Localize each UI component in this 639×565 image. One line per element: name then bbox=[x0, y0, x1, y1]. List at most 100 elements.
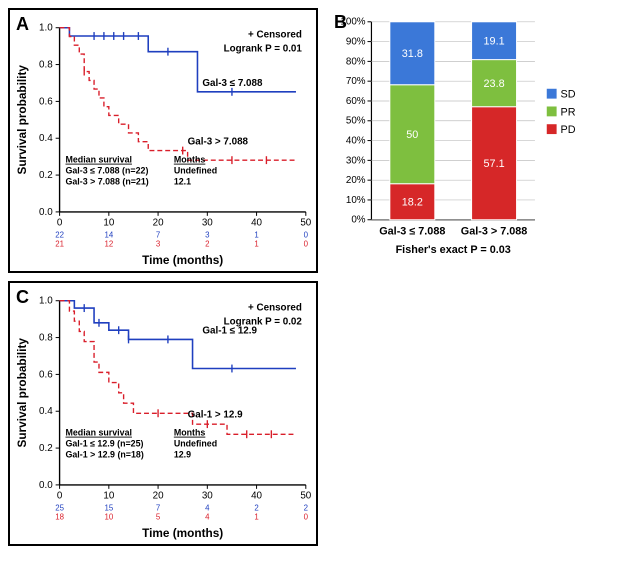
svg-text:21: 21 bbox=[55, 239, 64, 248]
svg-text:0: 0 bbox=[304, 239, 309, 248]
svg-text:40%: 40% bbox=[346, 136, 366, 147]
svg-text:Months: Months bbox=[174, 155, 206, 165]
svg-text:4: 4 bbox=[205, 512, 210, 521]
svg-text:20: 20 bbox=[153, 491, 164, 502]
svg-text:1: 1 bbox=[254, 512, 258, 521]
svg-text:18: 18 bbox=[55, 512, 64, 521]
svg-text:0: 0 bbox=[57, 218, 63, 229]
svg-text:50%: 50% bbox=[346, 116, 366, 127]
svg-text:60%: 60% bbox=[346, 96, 366, 107]
svg-text:PD: PD bbox=[561, 124, 576, 136]
svg-text:25: 25 bbox=[55, 504, 64, 513]
panel-c-label: C bbox=[16, 287, 29, 308]
svg-text:31.8: 31.8 bbox=[402, 48, 423, 60]
svg-text:0.2: 0.2 bbox=[39, 170, 53, 181]
svg-text:0.8: 0.8 bbox=[39, 333, 53, 344]
svg-text:0: 0 bbox=[304, 512, 309, 521]
svg-text:Time (months): Time (months) bbox=[142, 253, 223, 267]
svg-text:PR: PR bbox=[561, 106, 576, 118]
svg-text:0.8: 0.8 bbox=[39, 60, 53, 71]
svg-text:10: 10 bbox=[103, 491, 114, 502]
svg-text:3: 3 bbox=[156, 239, 161, 248]
svg-text:30: 30 bbox=[202, 491, 213, 502]
panel-c-svg: 0.00.20.40.60.81.001020304050Survival pr… bbox=[10, 283, 316, 544]
panel-a-svg: 0.00.20.40.60.81.001020304050Survival pr… bbox=[10, 10, 316, 271]
svg-text:30%: 30% bbox=[346, 155, 366, 166]
panel-b: B 0%10%20%30%40%50%60%70%80%90%100%18.25… bbox=[328, 8, 608, 273]
svg-text:Undefined: Undefined bbox=[174, 165, 217, 175]
svg-text:2: 2 bbox=[254, 504, 258, 513]
svg-text:Gal-3 ≤ 7.088 (n=22): Gal-3 ≤ 7.088 (n=22) bbox=[65, 165, 148, 175]
svg-text:18.2: 18.2 bbox=[402, 197, 423, 209]
svg-text:0%: 0% bbox=[351, 215, 365, 226]
svg-text:70%: 70% bbox=[346, 76, 366, 87]
svg-text:Gal-1 > 12.9 (n=18): Gal-1 > 12.9 (n=18) bbox=[65, 449, 143, 459]
svg-text:10: 10 bbox=[104, 512, 113, 521]
panel-a: A 0.00.20.40.60.81.001020304050Survival … bbox=[8, 8, 318, 273]
svg-text:0.0: 0.0 bbox=[39, 480, 53, 491]
svg-text:12.9: 12.9 bbox=[174, 449, 191, 459]
svg-text:0.2: 0.2 bbox=[39, 443, 53, 454]
svg-text:1.0: 1.0 bbox=[39, 296, 53, 307]
svg-text:0.4: 0.4 bbox=[39, 133, 53, 144]
figure-grid: A 0.00.20.40.60.81.001020304050Survival … bbox=[8, 8, 631, 546]
svg-text:10: 10 bbox=[103, 218, 114, 229]
panel-a-label: A bbox=[16, 14, 29, 35]
svg-text:Survival probability: Survival probability bbox=[15, 65, 29, 175]
svg-text:57.1: 57.1 bbox=[484, 158, 505, 170]
svg-text:4: 4 bbox=[205, 504, 210, 513]
svg-text:19.1: 19.1 bbox=[484, 36, 505, 48]
svg-text:Median survival: Median survival bbox=[65, 428, 131, 438]
svg-text:0: 0 bbox=[57, 491, 63, 502]
panel-b-svg: 0%10%20%30%40%50%60%70%80%90%100%18.2503… bbox=[328, 8, 604, 269]
svg-text:Logrank P = 0.01: Logrank P = 0.01 bbox=[224, 43, 303, 54]
svg-text:Gal-3 ≤ 7.088: Gal-3 ≤ 7.088 bbox=[379, 226, 445, 238]
svg-text:0.6: 0.6 bbox=[39, 96, 53, 107]
svg-text:3: 3 bbox=[205, 231, 210, 240]
svg-text:Gal-1 > 12.9: Gal-1 > 12.9 bbox=[188, 410, 243, 421]
svg-text:1.0: 1.0 bbox=[39, 23, 53, 34]
svg-text:Gal-3 > 7.088 (n=21): Gal-3 > 7.088 (n=21) bbox=[65, 176, 148, 186]
svg-text:Survival probability: Survival probability bbox=[15, 338, 29, 448]
svg-text:Months: Months bbox=[174, 428, 206, 438]
panel-b-label: B bbox=[334, 12, 347, 33]
svg-text:50: 50 bbox=[406, 129, 418, 141]
svg-text:50: 50 bbox=[300, 218, 311, 229]
svg-text:15: 15 bbox=[104, 504, 113, 513]
svg-text:80%: 80% bbox=[346, 56, 366, 67]
svg-text:0.4: 0.4 bbox=[39, 406, 53, 417]
svg-text:90%: 90% bbox=[346, 37, 366, 48]
svg-text:Gal-1 ≤ 12.9 (n=25): Gal-1 ≤ 12.9 (n=25) bbox=[65, 438, 143, 448]
svg-text:7: 7 bbox=[156, 231, 160, 240]
svg-text:+ Censored: + Censored bbox=[248, 303, 302, 314]
svg-text:1: 1 bbox=[254, 231, 258, 240]
svg-text:20%: 20% bbox=[346, 175, 366, 186]
svg-text:1: 1 bbox=[254, 239, 258, 248]
svg-text:SD: SD bbox=[561, 89, 576, 101]
svg-text:Median survival: Median survival bbox=[65, 155, 131, 165]
svg-text:Gal-3 ≤ 7.088: Gal-3 ≤ 7.088 bbox=[202, 78, 263, 89]
svg-text:Time (months): Time (months) bbox=[142, 526, 223, 540]
svg-text:14: 14 bbox=[104, 231, 113, 240]
svg-text:30: 30 bbox=[202, 218, 213, 229]
svg-text:22: 22 bbox=[55, 231, 64, 240]
svg-text:12: 12 bbox=[104, 239, 113, 248]
svg-text:Gal-1 ≤ 12.9: Gal-1 ≤ 12.9 bbox=[202, 325, 257, 336]
svg-text:2: 2 bbox=[304, 504, 308, 513]
svg-text:50: 50 bbox=[300, 491, 311, 502]
svg-text:0: 0 bbox=[304, 231, 309, 240]
svg-text:Gal-3 > 7.088: Gal-3 > 7.088 bbox=[188, 137, 249, 148]
svg-text:0.6: 0.6 bbox=[39, 369, 53, 380]
svg-text:20: 20 bbox=[153, 218, 164, 229]
svg-text:5: 5 bbox=[156, 512, 161, 521]
svg-text:2: 2 bbox=[205, 239, 209, 248]
svg-text:12.1: 12.1 bbox=[174, 176, 191, 186]
svg-text:40: 40 bbox=[251, 491, 262, 502]
svg-text:10%: 10% bbox=[346, 195, 366, 206]
svg-text:+ Censored: + Censored bbox=[248, 30, 302, 41]
svg-text:Fisher's exact P = 0.03: Fisher's exact P = 0.03 bbox=[396, 244, 511, 256]
svg-text:0.0: 0.0 bbox=[39, 207, 53, 218]
svg-text:23.8: 23.8 bbox=[484, 78, 505, 90]
svg-text:7: 7 bbox=[156, 504, 160, 513]
svg-text:40: 40 bbox=[251, 218, 262, 229]
